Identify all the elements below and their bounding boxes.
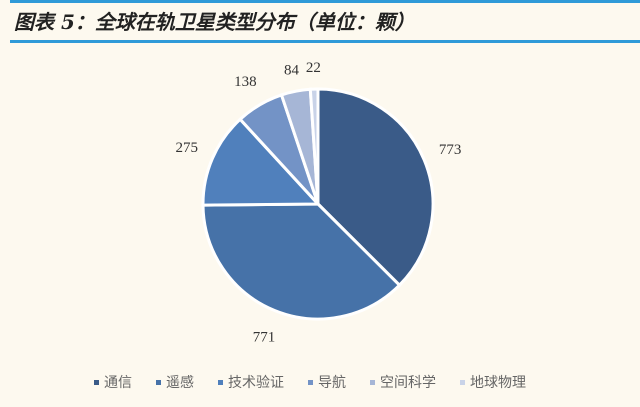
legend-swatch	[460, 379, 465, 385]
title-rule-bottom	[10, 40, 640, 43]
data-label-3: 138	[234, 74, 257, 90]
chart-title: 图表 5：全球在轨卫星类型分布（单位：颗）	[14, 10, 415, 34]
legend-swatch	[218, 379, 223, 385]
legend-item-0: 通信	[94, 372, 132, 392]
legend-label: 地球物理	[470, 375, 526, 391]
data-label-0: 773	[439, 142, 462, 158]
legend-swatch	[94, 379, 99, 385]
legend-label: 通信	[104, 375, 132, 391]
legend: 通信 遥感 技术验证 导航 空间科学 地球物理	[94, 372, 526, 392]
legend-label: 遥感	[166, 375, 194, 391]
legend-item-3: 导航	[308, 372, 346, 392]
legend-label: 技术验证	[228, 375, 284, 391]
pie-slice-0	[316, 87, 435, 288]
data-label-5: 22	[306, 60, 321, 76]
legend-item-2: 技术验证	[218, 372, 284, 392]
legend-swatch	[156, 379, 161, 385]
legend-item-5: 地球物理	[460, 372, 526, 392]
pie-slice-1	[201, 202, 402, 321]
legend-swatch	[308, 379, 313, 385]
legend-item-1: 遥感	[156, 372, 194, 392]
data-label-2: 275	[176, 140, 199, 156]
legend-label: 导航	[318, 375, 346, 391]
title-rule-top	[10, 0, 640, 3]
pie-slice-5	[308, 87, 320, 205]
legend-label: 空间科学	[380, 375, 436, 391]
legend-item-4: 空间科学	[370, 372, 436, 392]
legend-swatch	[370, 379, 375, 385]
data-label-4: 84	[284, 63, 300, 79]
data-label-1: 771	[253, 329, 276, 345]
pie-slice-2	[201, 117, 322, 207]
